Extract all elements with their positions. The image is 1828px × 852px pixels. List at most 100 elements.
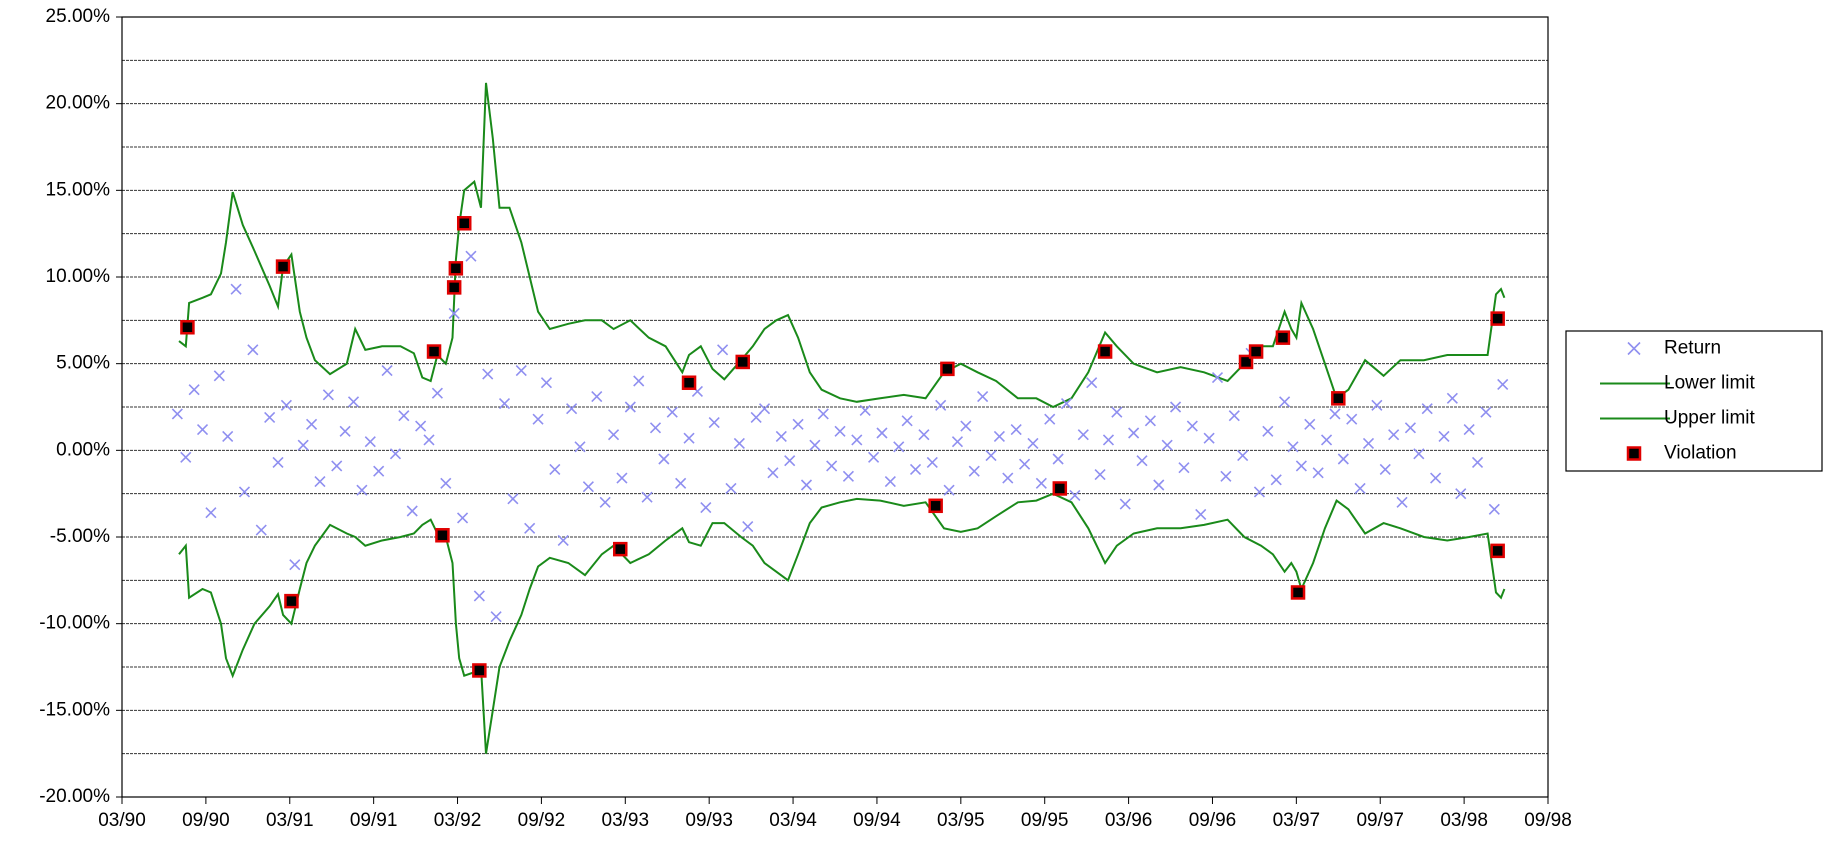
return-point xyxy=(926,456,938,469)
return-point xyxy=(314,475,326,488)
x-tick-label: 09/95 xyxy=(1021,810,1069,831)
return-point xyxy=(960,420,972,432)
violation-marker xyxy=(1097,344,1113,359)
return-point xyxy=(515,365,527,377)
return-point xyxy=(306,418,318,430)
return-point xyxy=(582,481,594,493)
violation-marker xyxy=(928,498,943,514)
return-point xyxy=(196,423,209,436)
return-point xyxy=(1195,508,1207,521)
return-point xyxy=(1069,489,1081,501)
violation-marker xyxy=(1331,391,1346,406)
return-point xyxy=(775,430,787,443)
return-point xyxy=(1362,437,1375,449)
return-point xyxy=(708,417,720,429)
return-point xyxy=(1346,413,1358,425)
return-point xyxy=(1455,488,1467,500)
return-point xyxy=(213,370,225,382)
violation-marker xyxy=(1490,311,1505,326)
return-point xyxy=(540,377,553,389)
x-tick-label: 03/90 xyxy=(98,810,146,831)
x-tick-label: 09/98 xyxy=(1524,810,1572,831)
return-point xyxy=(918,429,930,441)
legend-box xyxy=(1565,330,1823,472)
return-point xyxy=(238,486,251,498)
x-tick-label: 09/90 xyxy=(182,810,230,831)
return-point xyxy=(1002,472,1014,484)
return-point xyxy=(649,422,662,434)
return-point xyxy=(280,399,292,411)
return-point xyxy=(1136,455,1148,467)
x-tick-label: 09/94 xyxy=(853,810,901,831)
return-point xyxy=(607,429,620,441)
return-point xyxy=(255,524,267,536)
return-point xyxy=(1027,437,1039,449)
legend-label: Violation xyxy=(1664,443,1737,464)
return-point xyxy=(574,441,586,453)
violation-marker xyxy=(1490,543,1505,559)
legend-symbol xyxy=(1627,341,1641,356)
violation-marker xyxy=(180,320,195,335)
return-point xyxy=(1480,406,1492,418)
return-point xyxy=(1161,439,1173,451)
x-tick-label: 09/97 xyxy=(1356,810,1404,831)
return-point xyxy=(1169,401,1182,413)
return-point xyxy=(297,439,309,451)
return-point xyxy=(1035,477,1047,489)
return-point xyxy=(683,432,695,444)
return-point xyxy=(473,590,485,602)
return-point xyxy=(406,505,418,517)
legend-symbol xyxy=(1626,446,1642,461)
return-point xyxy=(465,250,477,262)
violation-marker xyxy=(275,259,291,274)
violation-marker xyxy=(456,216,472,231)
y-tick-label: 15.00% xyxy=(46,179,111,200)
violation-marker xyxy=(735,354,750,370)
y-tick-label: -5.00% xyxy=(50,526,110,547)
return-point xyxy=(1379,463,1391,475)
return-point xyxy=(171,408,183,420)
return-point xyxy=(1396,496,1408,508)
legend: Return Lower limit Upper limit Violation xyxy=(1565,330,1823,472)
y-tick-label: -15.00% xyxy=(39,699,110,720)
return-point xyxy=(834,425,846,437)
return-point xyxy=(1086,377,1098,389)
return-point xyxy=(1354,482,1366,495)
return-point xyxy=(1253,486,1266,498)
return-point xyxy=(1320,434,1333,446)
x-tick-label: 09/91 xyxy=(350,810,398,831)
return-point xyxy=(398,410,410,422)
return-point xyxy=(893,441,905,453)
return-point xyxy=(1128,427,1140,439)
x-tick-label: 03/94 xyxy=(769,810,817,831)
x-tick-label: 03/92 xyxy=(434,810,482,831)
return-point xyxy=(1430,472,1442,484)
violation-marker xyxy=(1248,344,1264,359)
return-point xyxy=(1312,467,1324,479)
y-tick-label: 5.00% xyxy=(56,353,110,374)
return-point xyxy=(809,439,821,451)
violation-marker xyxy=(448,261,464,276)
return-point xyxy=(364,436,376,448)
return-point xyxy=(616,472,628,484)
return-point xyxy=(482,368,494,380)
return-point xyxy=(549,463,561,475)
return-point xyxy=(331,460,343,472)
return-point xyxy=(180,451,192,463)
return-point xyxy=(1237,449,1249,462)
return-point xyxy=(507,493,519,505)
x-tick-label: 09/96 xyxy=(1189,810,1237,831)
return-point xyxy=(1044,413,1056,425)
return-point xyxy=(750,411,762,423)
return-point xyxy=(784,455,796,467)
return-point xyxy=(1388,429,1400,441)
return-point xyxy=(230,283,242,295)
return-point xyxy=(700,501,712,514)
return-point xyxy=(758,403,771,415)
return-point xyxy=(1446,392,1458,404)
legend-label: Upper limit xyxy=(1664,408,1756,429)
return-point xyxy=(264,411,276,423)
violation-marker xyxy=(613,541,628,557)
return-point xyxy=(1371,399,1383,411)
violation-marker xyxy=(284,593,299,609)
